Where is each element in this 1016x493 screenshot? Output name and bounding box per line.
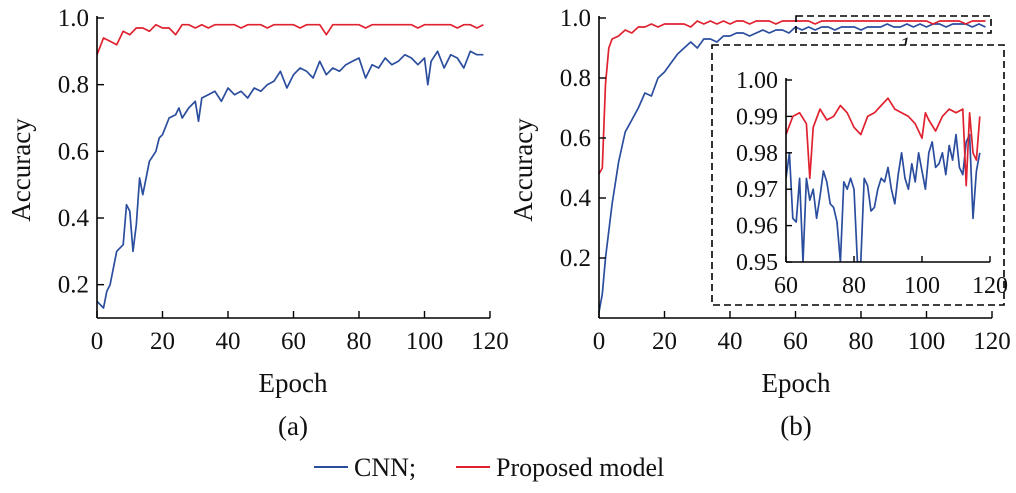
panel-a-x-tick-label: 60 — [281, 328, 306, 355]
inset-y-tick-label: 0.98 — [736, 141, 778, 167]
inset-axes: 60 80 100 120 0.95 0.96 0.97 0.98 0.99 1.00 — [736, 68, 1008, 299]
panel-b-x-tick-label: 80 — [849, 328, 874, 355]
inset-line-cnn — [786, 133, 981, 262]
panel-a-x-tick-label: 100 — [406, 328, 444, 355]
panel-b-y-tick-label: 0.2 — [560, 245, 591, 272]
legend-label-proposed: Proposed model — [496, 453, 664, 482]
inset-y-tick-label: 0.95 — [736, 250, 778, 276]
panel-a-x-tick-label: 120 — [471, 328, 509, 355]
panel-b-y-tick-label: 0.8 — [560, 65, 591, 92]
panel-b-x-tick-label: 20 — [652, 328, 677, 355]
panel-a-x-tick-label: 20 — [150, 328, 175, 355]
panel-b-x-tick-label: 60 — [783, 328, 808, 355]
panel-b-line-proposed — [599, 20, 986, 175]
panel-a-x-tick-label: 40 — [216, 328, 241, 355]
panel-b-x-tick-label: 40 — [718, 328, 743, 355]
panel-b-xlabel: Epoch — [762, 368, 831, 398]
panel-a-x-tick-label: 0 — [91, 328, 104, 355]
inset-y-tick-label: 1.00 — [736, 68, 778, 94]
panel-a-xlabel: Epoch — [259, 368, 328, 398]
panel-a-y-tick-label: 0.6 — [58, 138, 89, 165]
inset-plot: 60 80 100 120 0.95 0.96 0.97 0.98 0.99 1.00 — [736, 68, 1008, 299]
inset-series — [786, 97, 981, 262]
inset-y-tick-label: 0.96 — [736, 214, 778, 240]
inset-y-tick-label: 0.99 — [736, 104, 778, 130]
panel-a-x-tick-label: 80 — [347, 328, 372, 355]
panel-a-line-proposed — [97, 23, 484, 56]
legend: CNN; Proposed model — [314, 453, 664, 482]
panel-a-label: (a) — [278, 411, 308, 441]
inset-line-proposed — [786, 97, 981, 187]
inset-y-tick-label: 0.97 — [736, 177, 778, 203]
panel-a: 0 20 40 60 80 100 120 0.2 0.4 0.6 0.8 1.0 Epoch Acc… — [6, 5, 509, 441]
legend-label-cnn: CNN; — [354, 453, 416, 482]
panel-b-x-tick-label: 0 — [593, 328, 606, 355]
panel-a-series — [97, 23, 484, 309]
inset-x-tick-label: 120 — [972, 273, 1008, 299]
inset-x-tick-label: 60 — [774, 273, 798, 299]
panel-b-label: (b) — [780, 411, 811, 441]
panel-a-axes: 0 20 40 60 80 100 120 0.2 0.4 0.6 0.8 1.0 — [58, 5, 509, 355]
panel-b-x-tick-label: 100 — [908, 328, 946, 355]
panel-b-axes: 0 20 40 60 80 100 120 0.2 0.4 0.6 0.8 1.0 — [560, 5, 1011, 355]
inset-x-tick-label: 80 — [842, 273, 866, 299]
panel-a-ylabel: Accuracy — [6, 118, 36, 222]
panel-a-line-cnn — [97, 50, 484, 309]
panel-a-y-tick-label: 0.4 — [58, 205, 90, 232]
panel-b-series — [599, 20, 986, 313]
panel-b-line-cnn — [599, 23, 986, 313]
zoom-region-box — [795, 15, 992, 34]
panel-a-y-tick-label: 1.0 — [58, 5, 89, 32]
panel-a-y-tick-label: 0.8 — [58, 72, 89, 99]
panel-b-x-tick-label: 120 — [973, 328, 1011, 355]
panel-b-ylabel: Accuracy — [508, 118, 538, 222]
panel-b-y-tick-label: 0.6 — [560, 125, 591, 152]
panel-a-y-tick-label: 0.2 — [58, 272, 89, 299]
panel-b-y-tick-label: 1.0 — [560, 5, 591, 32]
panel-b-y-tick-label: 0.4 — [560, 185, 592, 212]
inset-x-tick-label: 100 — [904, 273, 940, 299]
